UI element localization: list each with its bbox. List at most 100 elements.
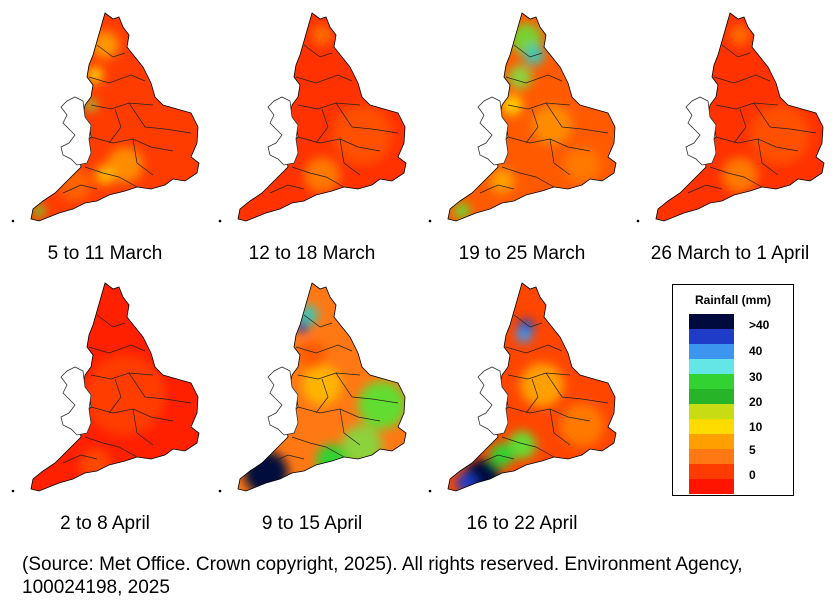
rainfall-map [11,282,200,493]
map-caption: 19 to 25 March [458,243,586,264]
region-boundary [62,184,98,194]
region-boundary [513,314,543,328]
region-boundary [303,44,333,58]
scilly-isles [218,219,222,223]
region-boundary [545,372,609,404]
region-boundary [90,136,174,152]
region-boundary [90,372,154,380]
map-caption: 2 to 8 April [60,513,150,534]
legend-swatch [689,434,734,449]
legend-label: 5 [749,443,756,457]
region-boundary [128,102,192,134]
rainfall-map [11,12,200,223]
region-boundary [501,166,555,188]
map-panel-5: 2 to 8 April [5,275,205,555]
legend-swatch [689,479,734,494]
map-panel-2: 12 to 18 March [212,5,412,285]
map-panel-3: 19 to 25 March [422,5,622,285]
region-boundary [295,344,353,354]
map-caption: 26 March to 1 April [650,243,810,264]
legend-label: 20 [749,395,763,409]
map-panel-6: 9 to 15 April [212,275,412,555]
region-boundary [733,108,747,144]
region-boundary [479,184,515,194]
region-boundary [335,372,399,404]
region-boundary [84,436,138,458]
legend-swatch [689,464,734,479]
rainfall-map [636,12,825,223]
region-boundary [525,108,539,144]
wales-outline [267,96,299,166]
region-boundary [88,344,146,354]
region-boundary [108,108,122,144]
wales-outline [60,366,92,436]
scilly-isles [218,489,222,493]
map-caption: 5 to 11 March [47,243,163,264]
region-boundary [295,74,353,84]
scilly-isles [428,489,432,493]
region-boundary [90,102,154,110]
legend-label: 30 [749,370,763,384]
wales-outline [685,96,717,166]
legend-swatch [689,389,734,404]
region-boundary [549,138,571,176]
region-boundary [713,74,771,84]
region-boundary [315,378,329,414]
legend-swatch [689,314,734,329]
rainfall-map [428,12,617,223]
region-boundary [721,44,751,58]
legend-title: Rainfall (mm) [694,293,771,307]
region-boundary [339,138,361,176]
legend-swatch [689,374,734,389]
region-boundary [62,454,98,464]
region-boundary [132,408,154,446]
region-boundary [757,138,779,176]
wales-outline [267,366,299,436]
region-boundary [687,184,723,194]
legend-label: 0 [749,468,756,482]
rainfall-map [218,282,407,493]
map-caption: 16 to 22 April [466,513,578,534]
region-boundary [291,166,345,188]
map-caption: 12 to 18 March [248,243,376,264]
legend-swatch [689,344,734,359]
region-boundary [269,184,305,194]
region-boundary [479,454,515,464]
legend-swatch [689,404,734,419]
region-boundary [315,108,329,144]
region-boundary [339,408,361,446]
rainfall-legend: Rainfall (mm) >40 40 30 20 10 5 0 [672,284,794,496]
region-boundary [297,406,381,422]
region-boundary [507,372,571,380]
region-boundary [108,378,122,414]
region-boundary [291,436,345,458]
region-boundary [753,102,817,134]
scilly-isles [11,489,15,493]
map-caption: 9 to 15 April [261,513,363,534]
region-boundary [545,102,609,134]
wales-outline [477,366,509,436]
region-boundary [90,406,174,422]
legend-label: 40 [749,344,763,358]
region-boundary [715,136,799,152]
region-boundary [505,344,563,354]
map-panel-1: 5 to 11 March [5,5,205,285]
region-boundary [84,166,138,188]
region-boundary [303,314,333,328]
region-boundary [549,408,571,446]
wales-outline [60,96,92,166]
region-boundary [297,136,381,152]
region-boundary [96,44,126,58]
region-boundary [505,74,563,84]
region-boundary [88,74,146,84]
legend-swatch [689,449,734,464]
legend-label: 10 [749,420,763,434]
region-boundary [297,102,361,110]
region-boundary [96,314,126,328]
source-note: (Source: Met Office. Crown copyright, 20… [22,554,743,598]
region-boundary [132,138,154,176]
region-boundary [501,436,555,458]
rainfall-map [218,12,407,223]
region-boundary [715,102,779,110]
map-panel-4: 26 March to 1 April [630,5,830,285]
